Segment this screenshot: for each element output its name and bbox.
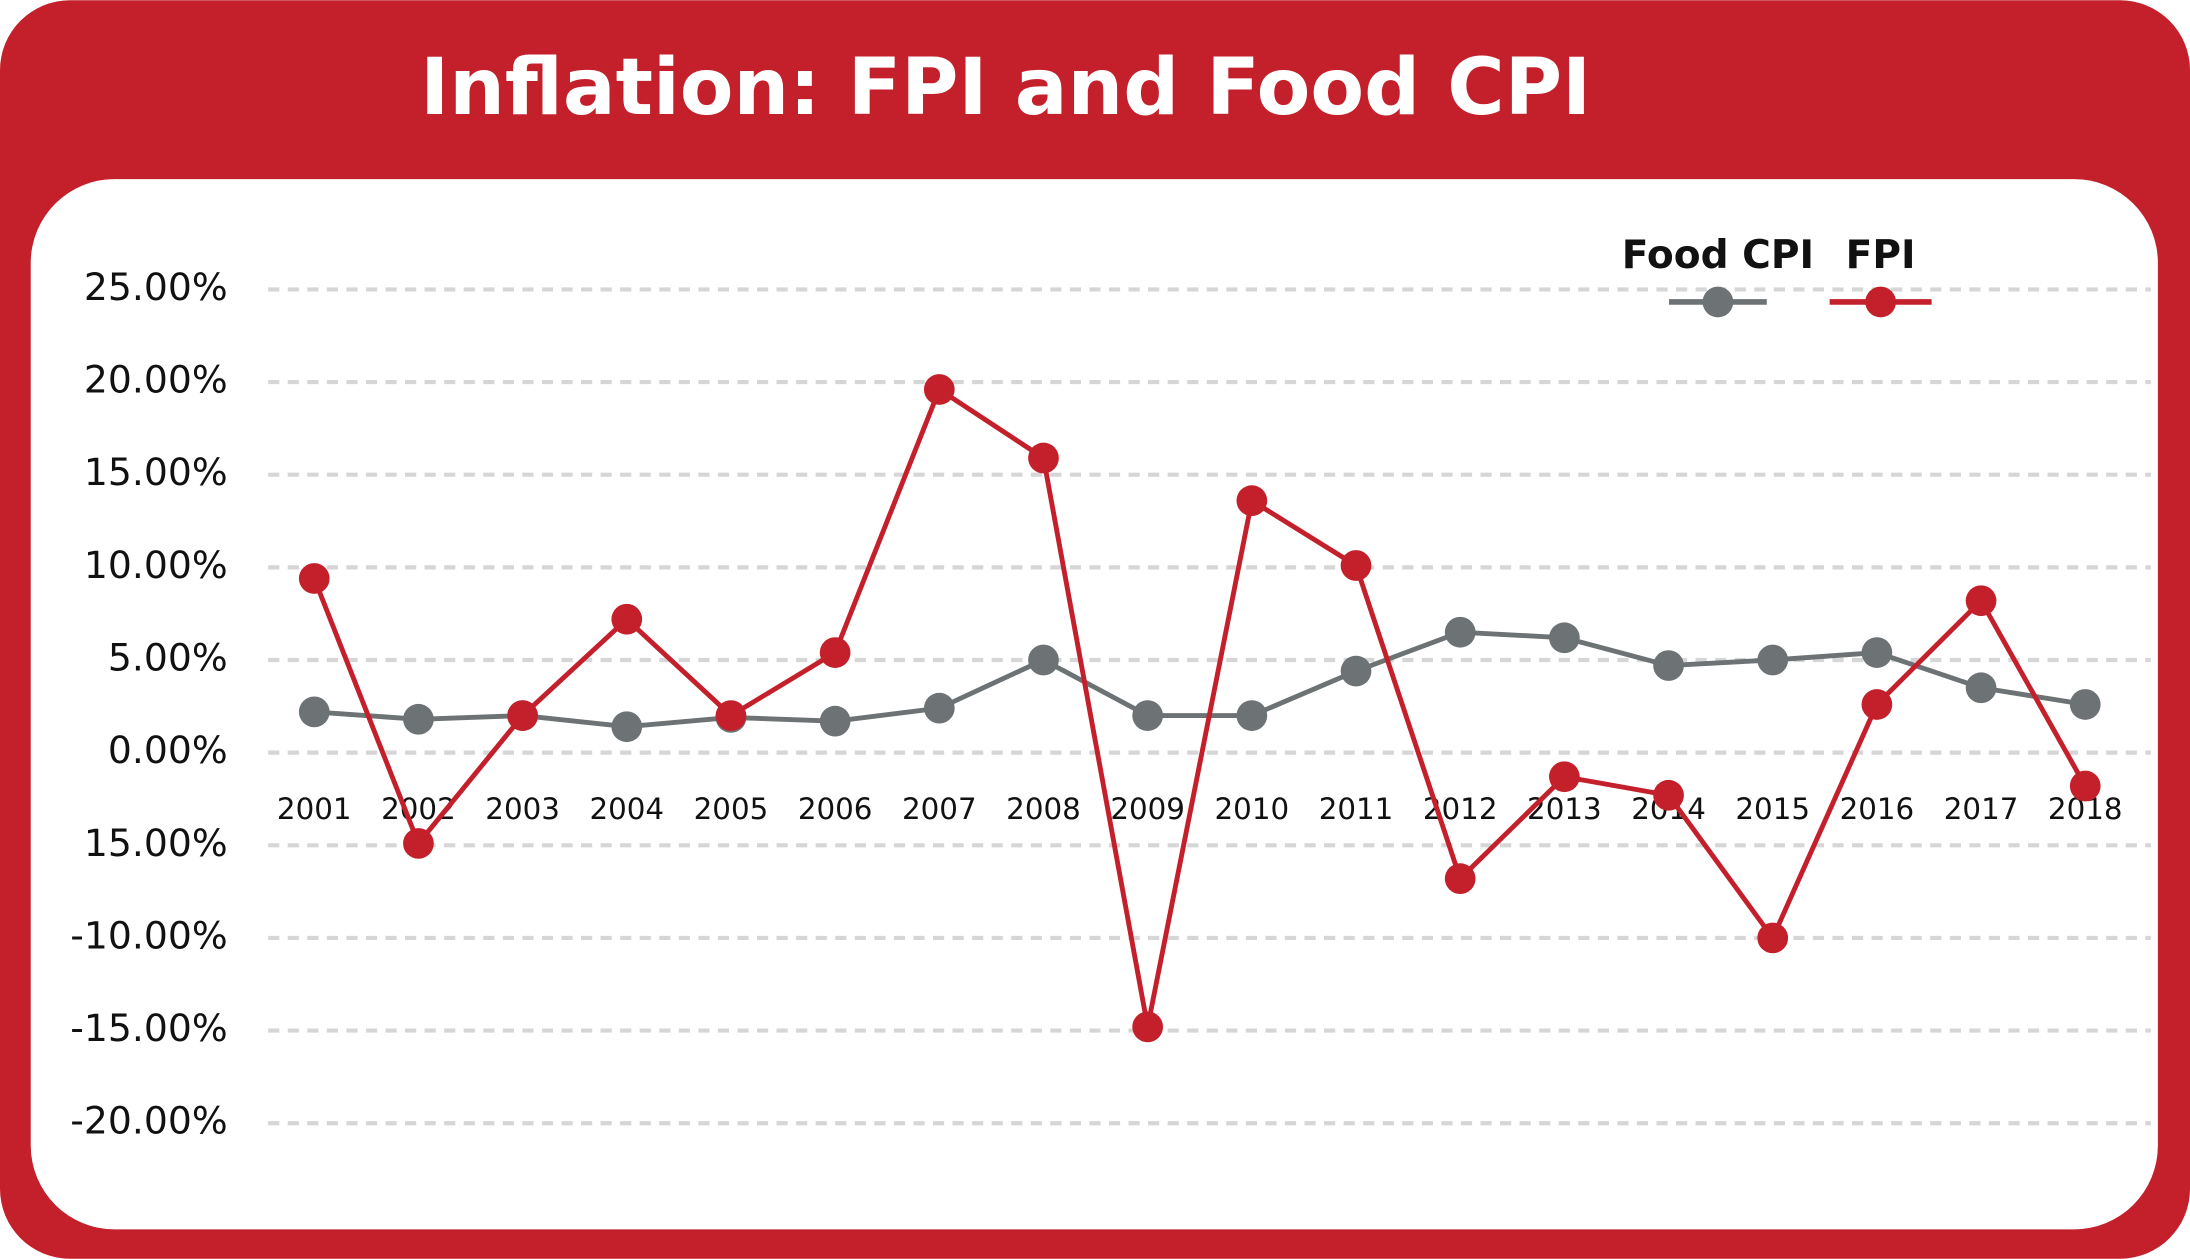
data-point bbox=[1757, 922, 1789, 954]
data-point bbox=[1028, 644, 1059, 676]
data-point bbox=[1653, 779, 1684, 811]
x-tick-label: 2002 bbox=[381, 792, 456, 826]
x-tick-label: 2001 bbox=[277, 792, 352, 826]
x-tick-label: 2017 bbox=[1944, 792, 2019, 826]
series-line bbox=[314, 629, 2086, 730]
y-tick-label: 15.00% bbox=[84, 450, 228, 494]
y-tick-label: 0.00% bbox=[108, 728, 228, 772]
data-point bbox=[2069, 689, 2101, 720]
x-tick-label: 2016 bbox=[1840, 792, 1915, 826]
x-tick-label: 2011 bbox=[1319, 792, 1394, 826]
data-point bbox=[1757, 644, 1789, 676]
data-point bbox=[298, 696, 330, 728]
data-point bbox=[1028, 442, 1059, 474]
legend-marker bbox=[1702, 286, 1734, 318]
chart-title: Inflation: FPI and Food CPI bbox=[420, 42, 1591, 133]
panel bbox=[30, 179, 2158, 1230]
x-tick-label: 2006 bbox=[798, 792, 873, 826]
y-tick-label: -15.00% bbox=[70, 1006, 227, 1050]
data-point bbox=[298, 563, 330, 594]
data-point bbox=[1340, 655, 1372, 687]
data-point bbox=[1132, 700, 1164, 731]
data-point bbox=[1340, 550, 1372, 581]
data-point bbox=[715, 700, 747, 731]
legend-marker bbox=[1865, 286, 1896, 318]
data-point bbox=[819, 705, 851, 737]
x-tick-label: 2007 bbox=[902, 792, 977, 826]
data-point bbox=[1444, 616, 1476, 648]
data-point bbox=[1444, 863, 1476, 895]
y-tick-label: -20.00% bbox=[70, 1099, 227, 1143]
y-tick-label: 10.00% bbox=[84, 543, 228, 587]
data-point bbox=[611, 711, 643, 743]
x-tick-label: 2009 bbox=[1110, 792, 1185, 826]
data-point bbox=[403, 703, 434, 735]
data-point bbox=[403, 828, 434, 859]
data-point bbox=[1861, 689, 1893, 720]
series-line bbox=[311, 385, 2088, 1028]
y-tick-label: -10.00% bbox=[70, 913, 227, 957]
y-tick-label: 15.00% bbox=[84, 821, 228, 865]
x-tick-label: 2005 bbox=[694, 792, 769, 826]
data-point bbox=[1653, 650, 1684, 681]
data-point bbox=[1132, 1011, 1164, 1043]
data-point bbox=[1965, 585, 1997, 617]
legend-label: FPI bbox=[1846, 233, 1916, 278]
x-tick-label: 2004 bbox=[589, 792, 664, 826]
y-tick-label: 5.00% bbox=[108, 635, 228, 679]
y-tick-label: 25.00% bbox=[84, 265, 228, 309]
data-point bbox=[923, 374, 955, 405]
x-tick-label: 2010 bbox=[1215, 792, 1290, 826]
x-tick-label: 2008 bbox=[1006, 792, 1081, 826]
data-point bbox=[819, 637, 851, 668]
data-point bbox=[1549, 761, 1580, 793]
x-tick-label: 2003 bbox=[485, 792, 560, 826]
legend-label: Food CPI bbox=[1622, 233, 1814, 278]
data-point bbox=[507, 700, 538, 731]
data-point bbox=[1236, 700, 1268, 731]
data-point bbox=[1861, 637, 1893, 668]
data-point bbox=[1236, 485, 1268, 517]
data-point bbox=[2069, 770, 2101, 802]
data-point bbox=[1965, 672, 1997, 704]
data-point bbox=[1549, 622, 1580, 654]
data-point bbox=[611, 603, 643, 635]
x-tick-label: 2015 bbox=[1735, 792, 1810, 826]
data-point bbox=[923, 692, 955, 724]
y-tick-label: 20.00% bbox=[84, 358, 228, 402]
x-tick-label: 2013 bbox=[1527, 792, 1602, 826]
